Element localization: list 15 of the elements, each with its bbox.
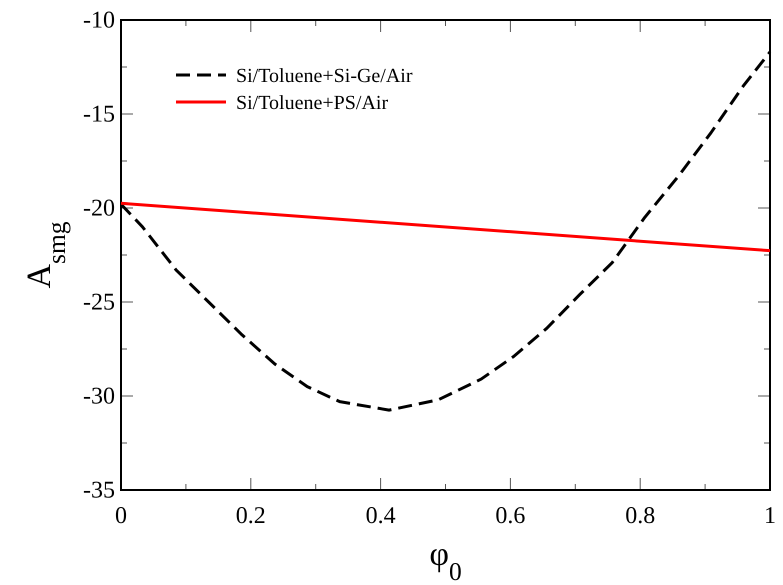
y-tick-label: -10	[83, 8, 115, 34]
x-tick-label: 0	[115, 503, 127, 530]
x-tick-label: 0.6	[495, 503, 526, 530]
legend-label: Si/Toluene+Si-Ge/Air	[236, 65, 413, 87]
legend-label: Si/Toluene+PS/Air	[236, 92, 388, 114]
x-tick-label: 0.2	[236, 503, 266, 530]
y-tick-label: -20	[83, 196, 115, 222]
x-tick-label: 0.8	[625, 503, 656, 530]
x-axis-title: φ$_{0}$	[429, 536, 462, 585]
x-tick-label: 0.4	[366, 503, 396, 530]
y-tick-label: -30	[83, 384, 115, 410]
y-tick-label: -35	[83, 478, 115, 504]
y-tick-label: -25	[83, 290, 115, 316]
y-tick-label: -15	[83, 102, 115, 128]
x-tick-label: 1	[764, 503, 776, 530]
